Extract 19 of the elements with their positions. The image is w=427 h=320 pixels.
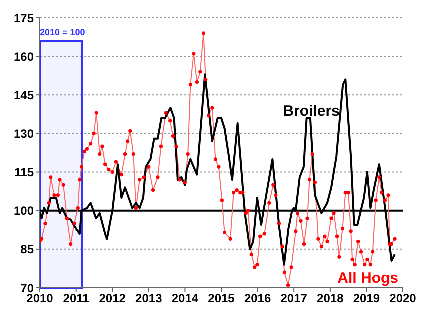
x-tick-label: 2019 <box>353 292 380 306</box>
y-tick-label: 145 <box>14 88 34 102</box>
series-label: All Hogs <box>338 270 398 287</box>
x-tick-label: 2016 <box>244 292 272 306</box>
y-tick-label: 130 <box>14 126 34 141</box>
x-tick-label: 2013 <box>136 292 163 306</box>
x-tick-label: 2015 <box>208 292 236 306</box>
x-tick-label: 2018 <box>317 292 344 306</box>
x-tick-label: 2012 <box>99 292 126 306</box>
series-label: Broilers <box>283 103 340 120</box>
x-tick-label: 2017 <box>280 292 308 306</box>
y-tick-label: 160 <box>14 50 34 64</box>
x-tick-label: 2014 <box>172 292 199 306</box>
x-tick-label: 2011 <box>63 292 90 306</box>
x-tick-label: 2020 <box>390 292 417 306</box>
y-tick-label: 115 <box>14 166 34 180</box>
y-tick-label: 100 <box>14 204 34 218</box>
y-tick-label: 85 <box>20 242 34 257</box>
y-tick-label: 175 <box>14 11 34 26</box>
